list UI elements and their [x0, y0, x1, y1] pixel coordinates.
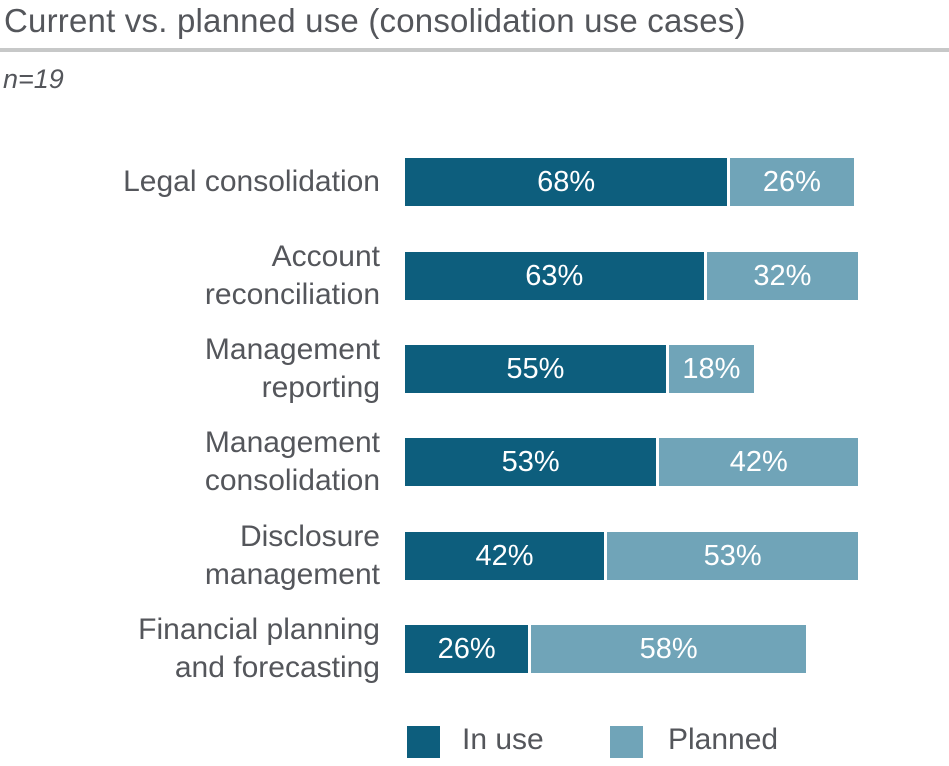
stacked-bar: 63% 32%: [405, 252, 859, 300]
category-label: Disclosure management: [204, 520, 380, 591]
legend-swatch-planned: [610, 726, 643, 758]
value-label-in-use: 68%: [537, 165, 596, 198]
bar-row-legal-consolidation: Legal consolidation 68% 26%: [0, 158, 949, 206]
value-label-in-use: 63%: [525, 259, 584, 292]
bar-segment-in-use: 63%: [405, 252, 704, 300]
bar-row-management-consolidation: Management consolidation 53% 42%: [0, 426, 949, 497]
value-label-in-use: 53%: [501, 445, 560, 478]
value-label-in-use: 42%: [475, 539, 534, 572]
bar-segment-planned: 18%: [668, 345, 754, 393]
value-label-planned: 32%: [753, 259, 812, 292]
bar-row-management-reporting: Management reporting 55% 18%: [0, 333, 949, 404]
bar-segment-planned: 32%: [706, 252, 859, 300]
stacked-bar: 26% 58%: [405, 625, 807, 673]
value-label-planned: 53%: [703, 539, 762, 572]
category-label: Financial planning and forecasting: [138, 613, 380, 684]
bar-segment-in-use: 68%: [405, 158, 728, 206]
bar-row-account-reconciliation: Account reconciliation 63% 32%: [0, 240, 949, 311]
bar-segment-planned: 53%: [607, 532, 859, 580]
legend: In use Planned: [0, 723, 949, 766]
stacked-bar: 55% 18%: [405, 345, 754, 393]
category-label: Account reconciliation: [204, 240, 380, 311]
value-label-in-use: 55%: [506, 352, 565, 385]
value-label-planned: 42%: [729, 445, 788, 478]
stacked-bar: 53% 42%: [405, 438, 859, 486]
category-label: Legal consolidation: [123, 165, 380, 198]
value-label-planned: 18%: [682, 352, 741, 385]
legend-label-in-use: In use: [462, 723, 544, 756]
sample-size-note: n=19: [3, 64, 64, 94]
chart-title: Current vs. planned use (consolidation u…: [4, 2, 746, 39]
category-label: Management reporting: [204, 333, 380, 404]
bar-segment-in-use: 53%: [405, 438, 657, 486]
bar-segment-in-use: 26%: [405, 625, 529, 673]
bar-segment-planned: 58%: [531, 625, 807, 673]
stacked-bar: 68% 26%: [405, 158, 854, 206]
bar-segment-in-use: 55%: [405, 345, 666, 393]
title-divider: [0, 48, 949, 52]
bar-segment-planned: 42%: [659, 438, 859, 486]
value-label-in-use: 26%: [437, 632, 496, 665]
category-label: Management consolidation: [204, 426, 380, 497]
bar-row-financial-planning: Financial planning and forecasting 26% 5…: [0, 613, 949, 684]
bar-segment-planned: 26%: [730, 158, 854, 206]
bar-segment-in-use: 42%: [405, 532, 605, 580]
stacked-bar: 42% 53%: [405, 532, 859, 580]
value-label-planned: 58%: [639, 632, 698, 665]
value-label-planned: 26%: [762, 165, 821, 198]
bar-row-disclosure-management: Disclosure management 42% 53%: [0, 520, 949, 591]
legend-label-planned: Planned: [668, 723, 779, 756]
legend-swatch-in-use: [407, 726, 440, 758]
